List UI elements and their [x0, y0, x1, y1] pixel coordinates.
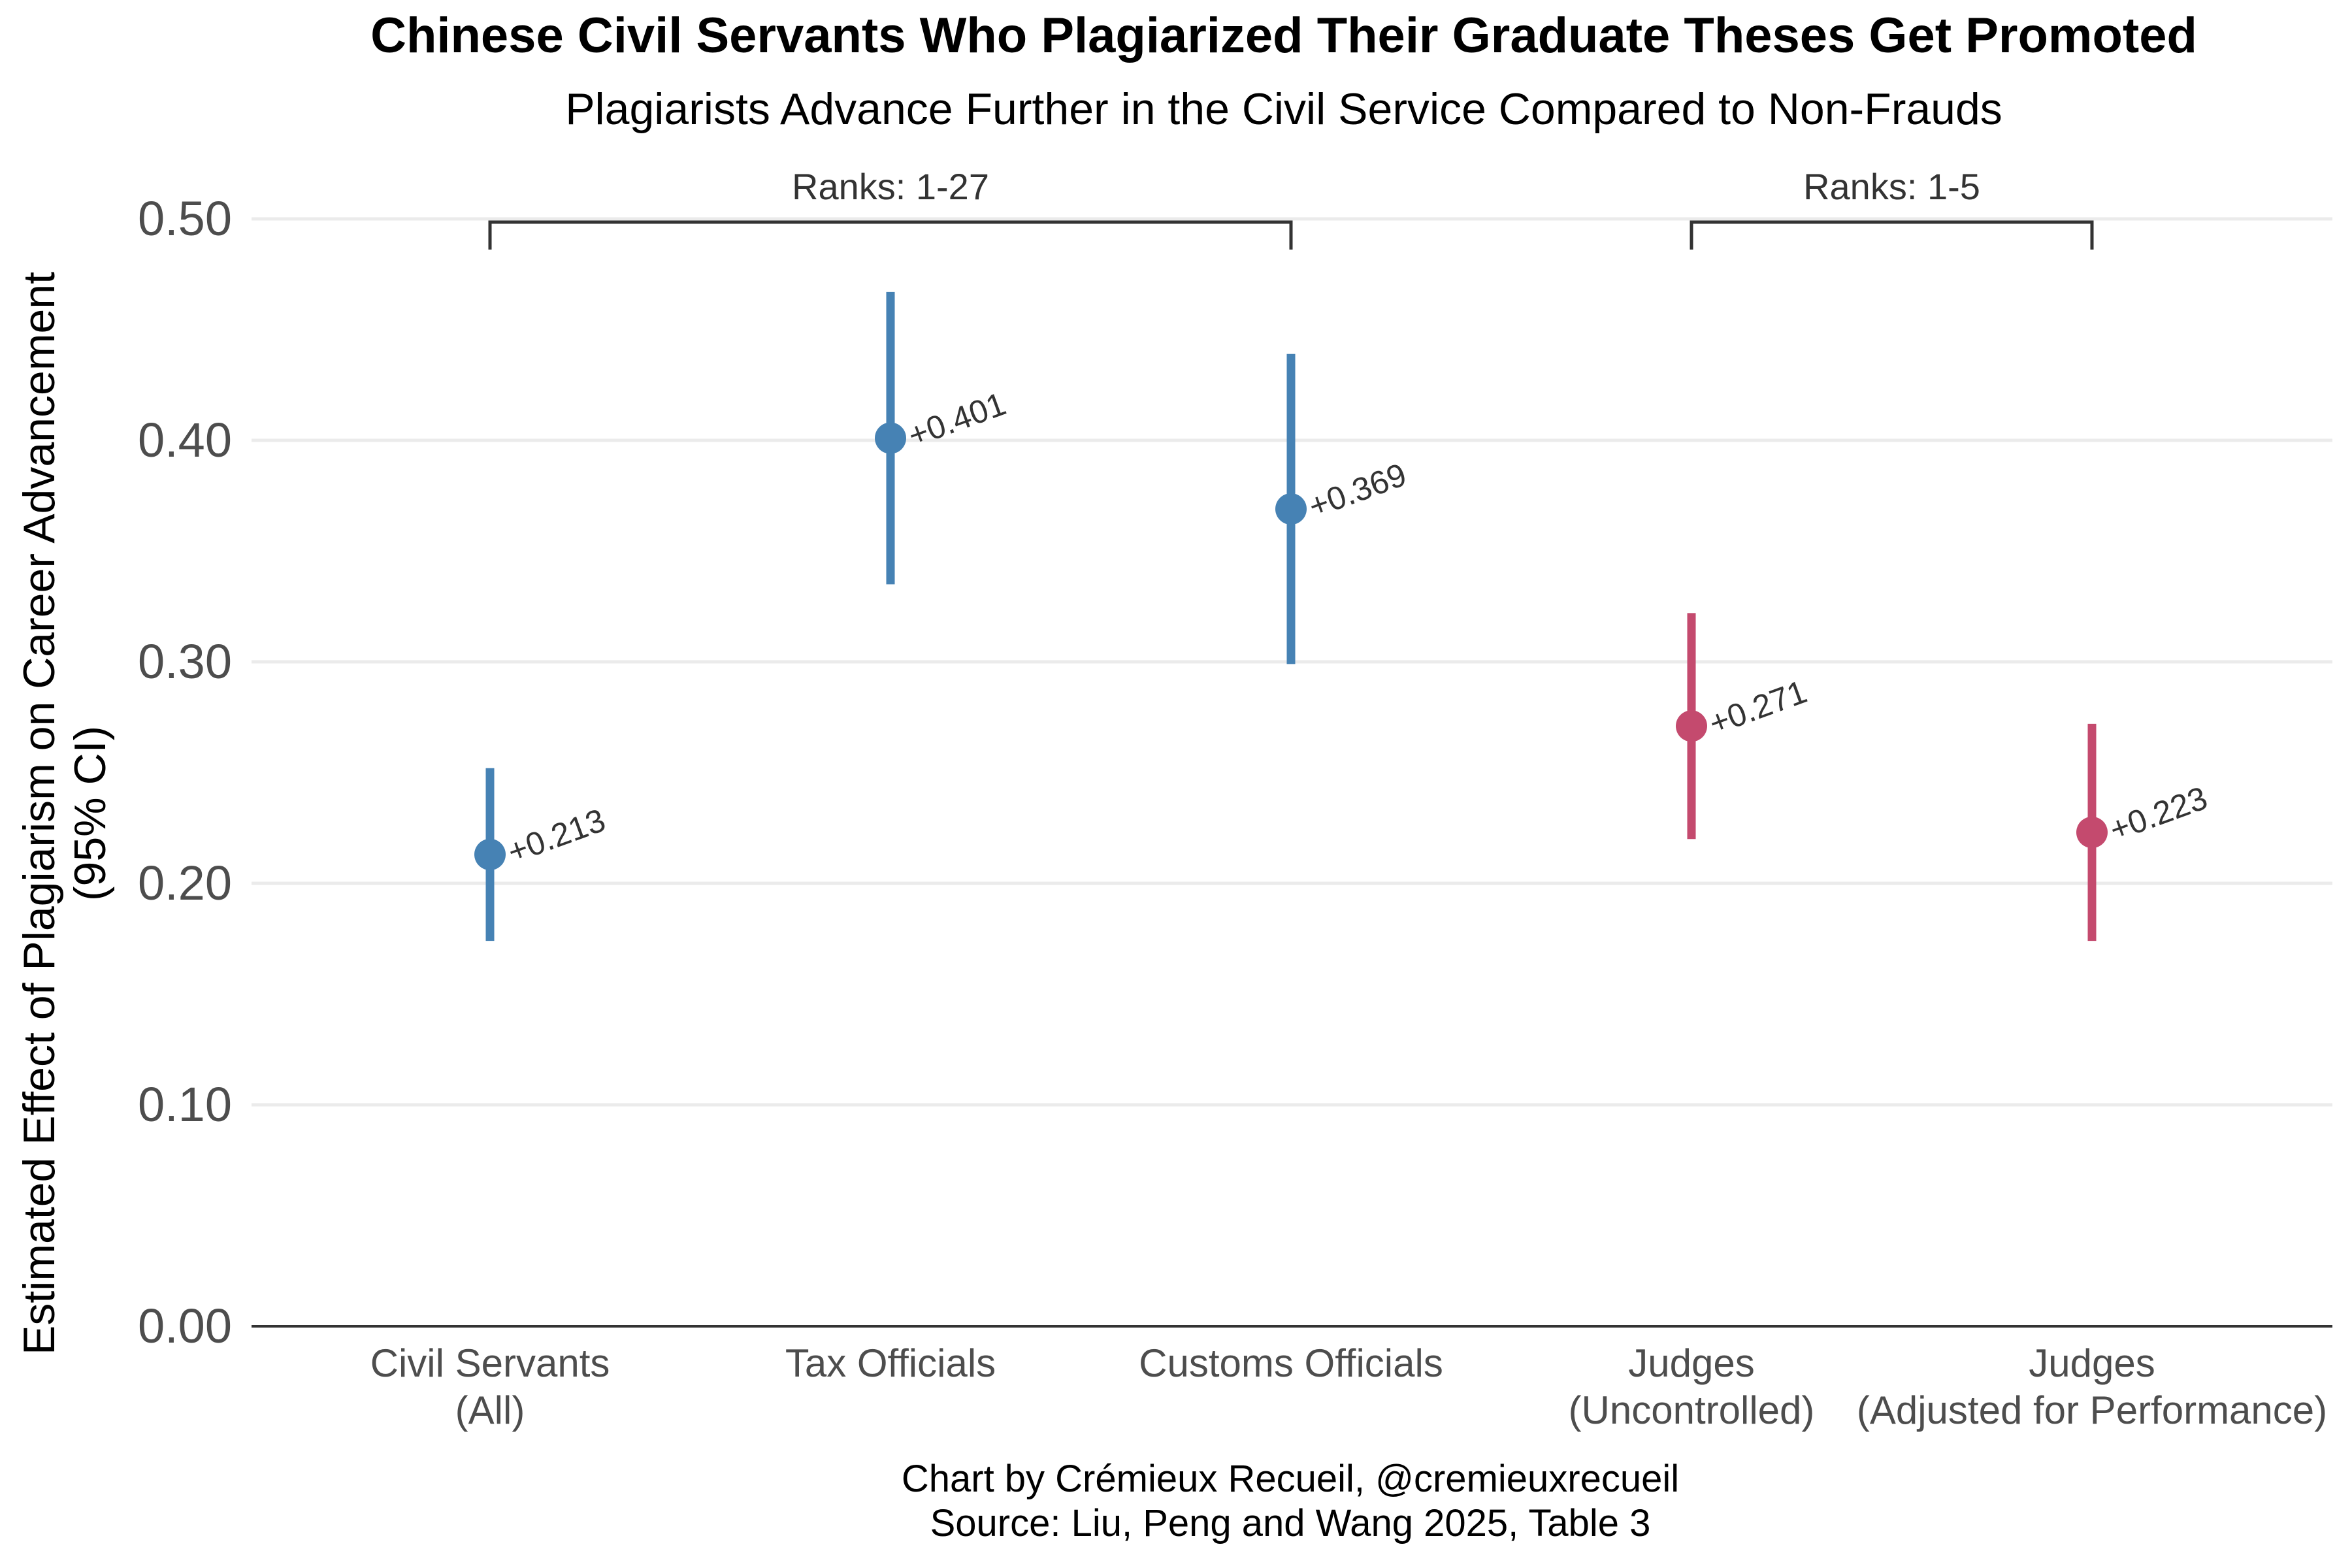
x-tick-label-line: Tax Officials — [785, 1341, 996, 1385]
bracket-line — [1690, 220, 2094, 250]
data-point — [2076, 817, 2108, 849]
y-axis-title-line: (95% CI) — [65, 726, 115, 901]
caption: Chart by Crémieux Recueil, @cremieuxrecu… — [902, 1458, 1679, 1544]
chart-subtitle: Plagiarists Advance Further in the Civil… — [565, 84, 2002, 134]
x-tick-label-line: (All) — [455, 1388, 525, 1432]
x-tick-label: Civil Servants (All) — [370, 1341, 610, 1432]
data-point — [1676, 710, 1707, 742]
chart-title: Chinese Civil Servants Who Plagiarized T… — [370, 8, 2197, 63]
y-tick-label: 0.30 — [138, 634, 232, 689]
data-point — [474, 838, 506, 870]
x-tick-label-line: Judges — [1628, 1341, 1754, 1385]
caption-line: Source: Liu, Peng and Wang 2025, Table 3 — [930, 1502, 1651, 1544]
y-axis-title-line: Estimated Effect of Plagiarism on Career… — [14, 272, 64, 1355]
y-tick-label: 0.50 — [138, 191, 232, 246]
x-axis: Civil Servants (All) Tax Officials Customs … — [252, 1325, 2332, 1432]
data-point — [1275, 493, 1307, 525]
x-tick-label-line: Judges — [2029, 1341, 2155, 1385]
brackets: Ranks: 1-27 Ranks: 1-5 — [488, 166, 2094, 250]
x-tick-label-line: Customs Officials — [1139, 1341, 1443, 1385]
x-tick-label: Judges (Adjusted for Performance) — [1857, 1341, 2327, 1432]
x-tick-label-line: (Adjusted for Performance) — [1857, 1388, 2327, 1432]
y-tick-label: 0.40 — [138, 413, 232, 467]
y-axis-title: Estimated Effect of Plagiarism on Career… — [14, 272, 115, 1355]
y-tick-label: 0.00 — [138, 1299, 232, 1353]
data-point — [875, 422, 906, 454]
y-tick-label: 0.10 — [138, 1077, 232, 1132]
caption-line: Chart by Crémieux Recueil, @cremieuxrecu… — [902, 1458, 1679, 1500]
bracket-label: Ranks: 1-5 — [1803, 166, 1980, 207]
x-tick-label: Customs Officials — [1139, 1341, 1443, 1385]
x-tick-label-line: Civil Servants — [370, 1341, 610, 1385]
x-tick-label-line: (Uncontrolled) — [1569, 1388, 1815, 1432]
x-tick-label: Tax Officials — [785, 1341, 996, 1385]
bracket-line — [488, 220, 1293, 250]
x-tick-label: Judges (Uncontrolled) — [1569, 1341, 1815, 1432]
y-axis-label: Estimated Effect of Plagiarism on Career… — [14, 272, 115, 1355]
y-tick-label: 0.20 — [138, 856, 232, 910]
y-axis-ticks: 0.00 0.10 0.20 0.30 0.40 0.50 — [138, 191, 232, 1353]
bracket-label: Ranks: 1-27 — [792, 166, 989, 207]
